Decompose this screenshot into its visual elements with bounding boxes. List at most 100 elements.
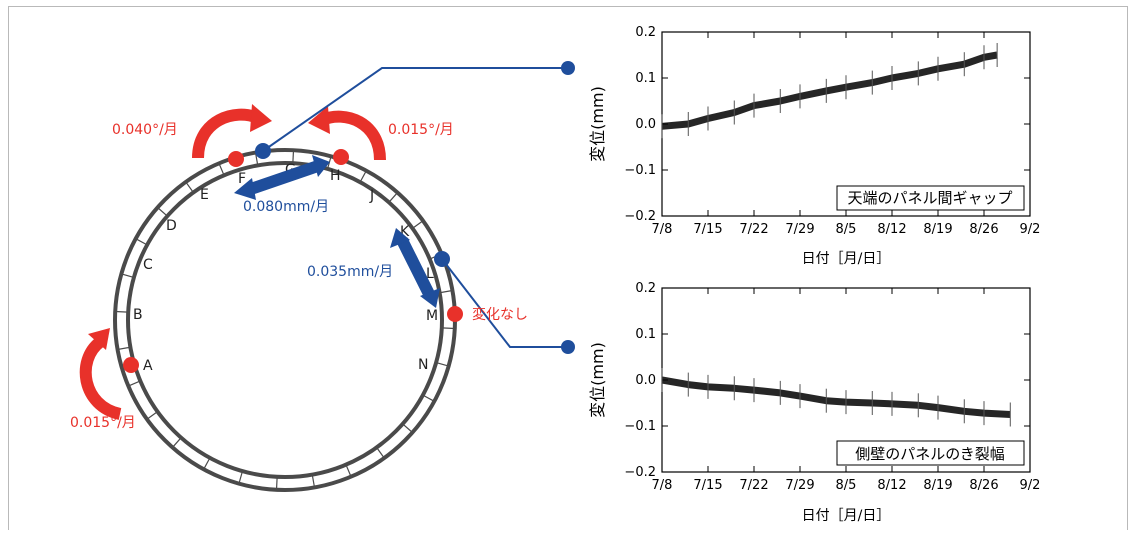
chart-top: 0.2 0.1 0.0 −0.1 −0.2 7/8 7/15 7/22 7/29 8/5 8/12…: [588, 25, 1040, 267]
x-tick-label: 8/12: [877, 478, 906, 493]
chart-top-xtick-labels: 7/8 7/15 7/22 7/29 8/5 8/12 8/19 8/26 9/2: [652, 222, 1041, 237]
rotation-arrow-a: [79, 328, 122, 420]
point-label-n: N: [418, 357, 428, 373]
point-label-l: L: [426, 266, 434, 282]
segment-joint: [359, 170, 367, 183]
segment-joints: [115, 150, 455, 490]
chart-top-series: [661, 43, 998, 139]
marker-f: [228, 151, 244, 167]
marker-a: [123, 357, 139, 373]
chart-top-ylabel: 変位(mm): [588, 86, 607, 162]
segment-joint: [388, 192, 398, 203]
chart-bottom-title-box: [836, 440, 1025, 466]
connector-end-side: [561, 340, 575, 354]
x-tick-label: 7/15: [693, 222, 722, 237]
y-tick-label: 0.2: [635, 25, 656, 40]
x-tick-label: 7/29: [785, 222, 814, 237]
x-tick-label: 7/15: [693, 478, 722, 493]
point-label-b: B: [133, 307, 143, 323]
point-label-a: A: [143, 358, 153, 374]
segment-joint: [121, 273, 135, 279]
gap-arrow-g: [234, 155, 330, 200]
connector-end-top: [561, 61, 575, 75]
x-tick-label: 8/26: [969, 478, 998, 493]
y-tick-label: −0.1: [624, 419, 656, 434]
y-tick-label: 0.0: [635, 373, 656, 388]
tunnel-ring: [113, 148, 457, 492]
rotation-arrow-h: [308, 106, 386, 161]
chart-top-title-box: [836, 185, 1025, 211]
segment-joint: [254, 152, 259, 166]
marker-h: [333, 149, 349, 165]
segment-joint: [172, 437, 182, 448]
chart-top-ticks: [661, 31, 1031, 217]
chart-bottom-ylabel: 変位(mm): [588, 342, 607, 418]
rate-label-h: 0.015°/月: [388, 122, 454, 138]
x-tick-label: 7/22: [739, 222, 768, 237]
x-tick-label: 9/2: [1020, 478, 1041, 493]
segment-joint: [439, 289, 453, 294]
y-tick-label: 0.2: [635, 281, 656, 296]
segment-joint: [128, 380, 141, 387]
figure-frame: [8, 6, 1128, 530]
segment-joint: [115, 310, 129, 313]
segment-joint: [135, 238, 148, 246]
y-tick-label: −0.2: [624, 209, 656, 224]
x-tick-label: 9/2: [1020, 222, 1041, 237]
series-line: [661, 51, 998, 130]
point-label-c: C: [143, 257, 153, 273]
y-tick-label: 0.0: [635, 117, 656, 132]
segment-joint: [275, 476, 278, 490]
x-tick-label: 8/5: [836, 222, 857, 237]
segment-joint: [292, 150, 295, 164]
segment-joint: [412, 220, 424, 229]
x-tick-label: 7/8: [652, 478, 673, 493]
segment-joint: [435, 361, 449, 367]
x-tick-label: 8/19: [923, 222, 952, 237]
chart-top-title: 天端のパネル間ギャップ: [847, 189, 1012, 207]
series-line: [661, 376, 1011, 418]
point-label-d: D: [166, 218, 177, 234]
point-label-k: K: [400, 224, 410, 240]
segment-joint: [218, 163, 225, 176]
point-label-j: J: [369, 188, 374, 204]
connector-line-side: [441, 258, 568, 348]
y-tick-label: −0.1: [624, 163, 656, 178]
point-label-m: M: [426, 308, 438, 324]
rate-label-g: 0.080mm/月: [243, 199, 329, 215]
x-tick-label: 7/22: [739, 478, 768, 493]
segment-joint: [238, 470, 244, 484]
marker-m: [447, 306, 463, 322]
segment-joint: [203, 457, 211, 470]
connector-line-top: [262, 67, 568, 152]
rate-label-f: 0.040°/月: [112, 122, 178, 138]
segment-joint: [146, 411, 158, 420]
no-change-label: 変化なし: [472, 306, 528, 323]
point-label-f: F: [238, 171, 246, 187]
x-tick-label: 8/5: [836, 478, 857, 493]
chart-bottom-title: 側壁のパネルのき裂幅: [855, 445, 1005, 463]
segment-joint: [117, 346, 131, 351]
rate-label-kl: 0.035mm/月: [307, 264, 393, 280]
chart-bottom-xlabel: 日付［月/日］: [802, 508, 891, 524]
chart-top-ytick-labels: 0.2 0.1 0.0 −0.1 −0.2: [624, 25, 656, 224]
x-tick-label: 7/29: [785, 478, 814, 493]
point-label-h: H: [330, 168, 341, 184]
segment-joint: [157, 207, 168, 217]
chart-top-xlabel: 日付［月/日］: [802, 251, 891, 267]
chart-bottom-ticks: [661, 287, 1031, 473]
x-tick-label: 8/26: [969, 222, 998, 237]
chart-bottom-series: [661, 368, 1011, 427]
x-tick-label: 8/19: [923, 478, 952, 493]
x-tick-label: 7/8: [652, 222, 673, 237]
y-tick-label: 0.1: [635, 71, 656, 86]
y-tick-label: −0.2: [624, 465, 656, 480]
segment-joint: [441, 327, 455, 330]
rate-label-a: 0.015°/月: [70, 415, 136, 431]
segment-joint: [345, 464, 352, 477]
segment-joint: [402, 423, 413, 433]
x-tick-label: 8/12: [877, 222, 906, 237]
segment-joint: [422, 394, 435, 402]
chart-bottom: 0.2 0.1 0.0 −0.1 −0.2 7/8 7/15 7/22 7/29 8/5 8/12…: [588, 281, 1040, 524]
